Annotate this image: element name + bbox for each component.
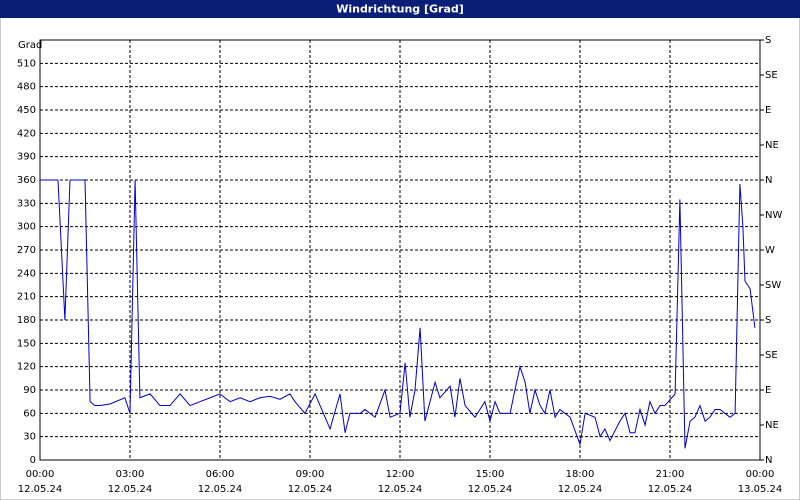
y2-tick-label: NE bbox=[765, 140, 779, 151]
y2-tick-label: SW bbox=[765, 280, 781, 291]
x-tick-label: 12.05.24 bbox=[108, 484, 153, 495]
y2-tick-label: NE bbox=[765, 420, 779, 431]
y2-tick-label: N bbox=[765, 175, 772, 186]
y2-tick-label: E bbox=[765, 385, 771, 396]
x-tick-label: 12.05.24 bbox=[468, 484, 513, 495]
y2-tick-label: NW bbox=[765, 210, 782, 221]
x-tick-label: 13.05.24 bbox=[738, 484, 783, 495]
plot-frame bbox=[39, 39, 761, 461]
x-tick-label: 06:00 bbox=[206, 469, 235, 480]
x-tick-label: 09:00 bbox=[296, 469, 325, 480]
y-tick-label: 0 bbox=[30, 455, 36, 466]
y2-tick-label: S bbox=[765, 35, 771, 46]
x-tick-label: 12.05.24 bbox=[198, 484, 243, 495]
y-tick-label: 420 bbox=[17, 128, 36, 139]
y2-tick-label: SE bbox=[765, 70, 778, 81]
x-tick-label: 18:00 bbox=[566, 469, 595, 480]
data-line bbox=[40, 179, 756, 449]
x-tick-label: 00:00 bbox=[746, 469, 775, 480]
y-tick-label: 30 bbox=[23, 432, 36, 443]
y-tick-label: 510 bbox=[17, 58, 36, 69]
y2-tick-label: N bbox=[765, 455, 772, 466]
y-tick-label: 120 bbox=[17, 362, 36, 373]
x-tick-label: 12.05.24 bbox=[18, 484, 63, 495]
y2-tick-label: SE bbox=[765, 350, 778, 361]
x-tick-label: 12.05.24 bbox=[648, 484, 693, 495]
y-tick-label: 180 bbox=[17, 315, 36, 326]
x-tick-label: 21:00 bbox=[656, 469, 685, 480]
chart-title: Windrichtung [Grad] bbox=[336, 3, 464, 16]
x-tick-label: 03:00 bbox=[116, 469, 145, 480]
x-tick-label: 12.05.24 bbox=[288, 484, 333, 495]
y2-tick-label: W bbox=[765, 245, 775, 256]
x-tick-label: 15:00 bbox=[476, 469, 505, 480]
y-tick-label: 210 bbox=[17, 292, 36, 303]
y-tick-label: 270 bbox=[17, 245, 36, 256]
y-tick-label: 60 bbox=[23, 408, 36, 419]
y2-tick-label: E bbox=[765, 105, 771, 116]
title-bar bbox=[0, 0, 800, 18]
y2-tick-label: S bbox=[765, 315, 771, 326]
y-tick-label: 480 bbox=[17, 82, 36, 93]
y-tick-label: 300 bbox=[17, 222, 36, 233]
y-tick-label: 390 bbox=[17, 152, 36, 163]
x-tick-label: 12:00 bbox=[386, 469, 415, 480]
y-tick-label: 240 bbox=[17, 268, 36, 279]
y-tick-label: 330 bbox=[17, 198, 36, 209]
y-tick-label: 360 bbox=[17, 175, 36, 186]
x-tick-label: 00:00 bbox=[26, 469, 55, 480]
y-tick-label: 150 bbox=[17, 338, 36, 349]
x-tick-label: 12.05.24 bbox=[378, 484, 423, 495]
y-tick-label: 450 bbox=[17, 105, 36, 116]
y-axis-label: Grad bbox=[18, 40, 42, 51]
x-tick-label: 12.05.24 bbox=[558, 484, 603, 495]
y-tick-label: 90 bbox=[23, 385, 36, 396]
